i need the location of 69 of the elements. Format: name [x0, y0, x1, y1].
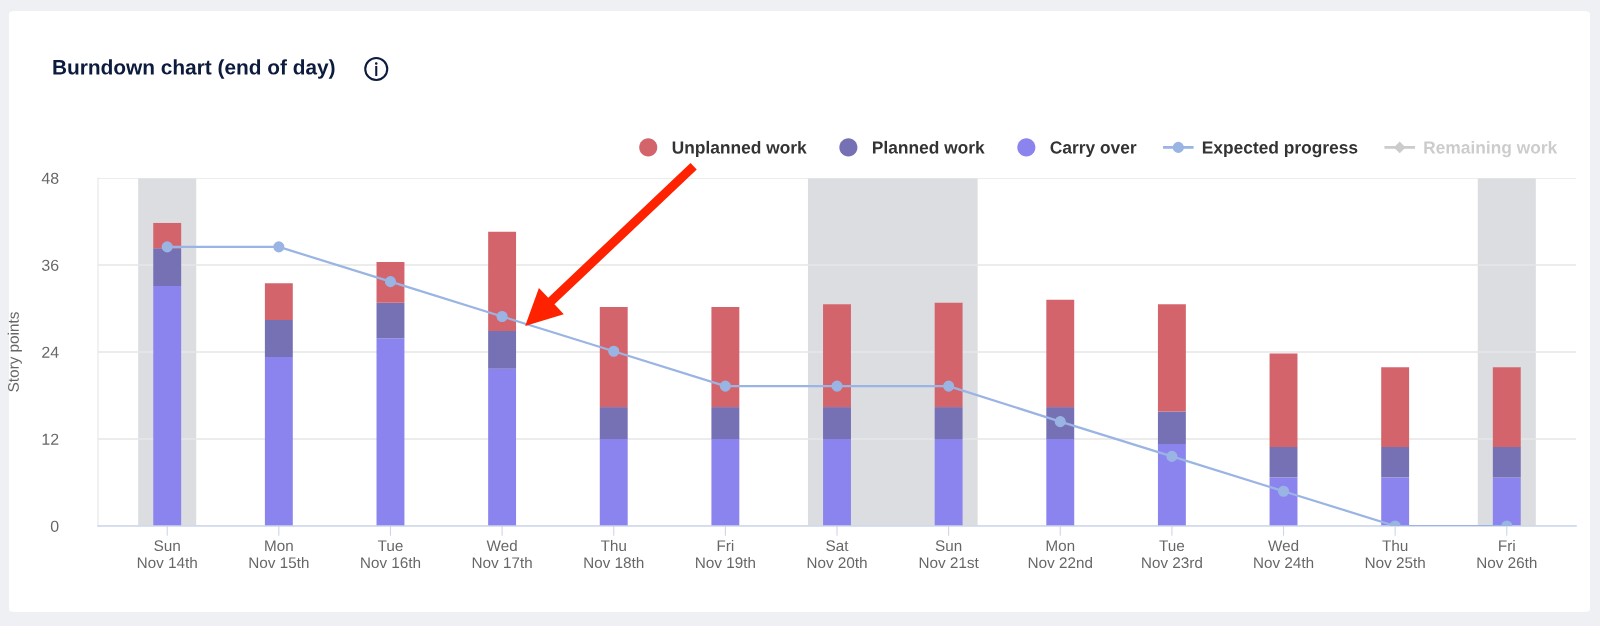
x-tick-label: Thu Nov 18th: [584, 539, 644, 569]
chart-title: Burndown chart (end of day): [53, 59, 335, 79]
point: [496, 310, 508, 323]
x-tick-label: Tue Nov 16th: [361, 540, 421, 569]
bar: [488, 368, 517, 526]
bar: [823, 407, 851, 439]
point: [273, 241, 285, 253]
bar: [1492, 367, 1521, 447]
bar: [711, 439, 740, 526]
bar: [1381, 477, 1410, 526]
bar: [823, 439, 851, 526]
y-tick-label: 48: [41, 172, 59, 184]
bar: [1046, 439, 1075, 526]
bar: [599, 407, 628, 439]
x-tick-label: Sun Nov 14th: [137, 540, 197, 569]
x-tick-label: Fri Nov 26th: [1477, 539, 1537, 569]
x-tick-label: Tue Nov 23rd: [1142, 540, 1202, 569]
bar: [153, 248, 182, 287]
bar: [1046, 299, 1075, 408]
bar: [264, 357, 293, 526]
bar: [934, 407, 963, 439]
bar: [264, 283, 293, 321]
point: [831, 380, 843, 392]
bar: [376, 338, 405, 526]
bar: [711, 407, 740, 439]
y-axis-title: Story points: [7, 312, 22, 392]
legend-label: Planned work: [872, 140, 985, 154]
bar: [488, 231, 517, 331]
x-tick-label: Thu Nov 25th: [1365, 539, 1425, 569]
x-tick-label: Wed Nov 17th: [472, 539, 532, 569]
y-tick-label: 12: [42, 433, 59, 445]
y-tick-label: 0: [50, 520, 59, 532]
bar: [488, 330, 517, 369]
point: [719, 380, 731, 392]
bar: [599, 439, 628, 526]
bar: [1157, 444, 1186, 526]
bar: [1157, 304, 1186, 412]
bar: [1157, 411, 1186, 445]
x-tick-label: Fri Nov 19th: [696, 539, 755, 569]
bar: [376, 302, 405, 339]
bar: [1269, 446, 1298, 478]
point: [161, 241, 173, 253]
y-tick-label: 36: [41, 259, 59, 271]
x-tick-label: Sun Nov 21st: [919, 540, 979, 569]
bar: [1492, 477, 1521, 526]
bar: [823, 304, 851, 408]
point: [943, 380, 955, 392]
y-tick-label: 24: [42, 346, 59, 358]
bar: [1492, 446, 1521, 478]
bar: [1269, 477, 1298, 526]
bar: [599, 307, 628, 408]
legend-label: Expected progress: [1202, 140, 1358, 158]
point: [1277, 485, 1290, 497]
bar: [711, 307, 740, 408]
point: [1166, 450, 1178, 462]
bar: [153, 286, 182, 526]
bar: [264, 320, 293, 358]
x-tick-label: Wed Nov 24th: [1254, 539, 1314, 569]
point: [608, 345, 620, 357]
legend-label: Unplanned work: [672, 140, 807, 158]
bar: [1381, 367, 1410, 447]
bar: [1269, 353, 1298, 447]
x-tick-label: Mon Nov 22nd: [1028, 540, 1092, 569]
x-tick-label: Mon Nov 15th: [249, 540, 309, 569]
bar: [934, 302, 963, 408]
x-tick-label: Sat Nov 20th: [807, 540, 867, 569]
legend-label: Carry over: [1050, 141, 1137, 158]
bar: [934, 439, 963, 526]
bar: [1381, 446, 1410, 478]
